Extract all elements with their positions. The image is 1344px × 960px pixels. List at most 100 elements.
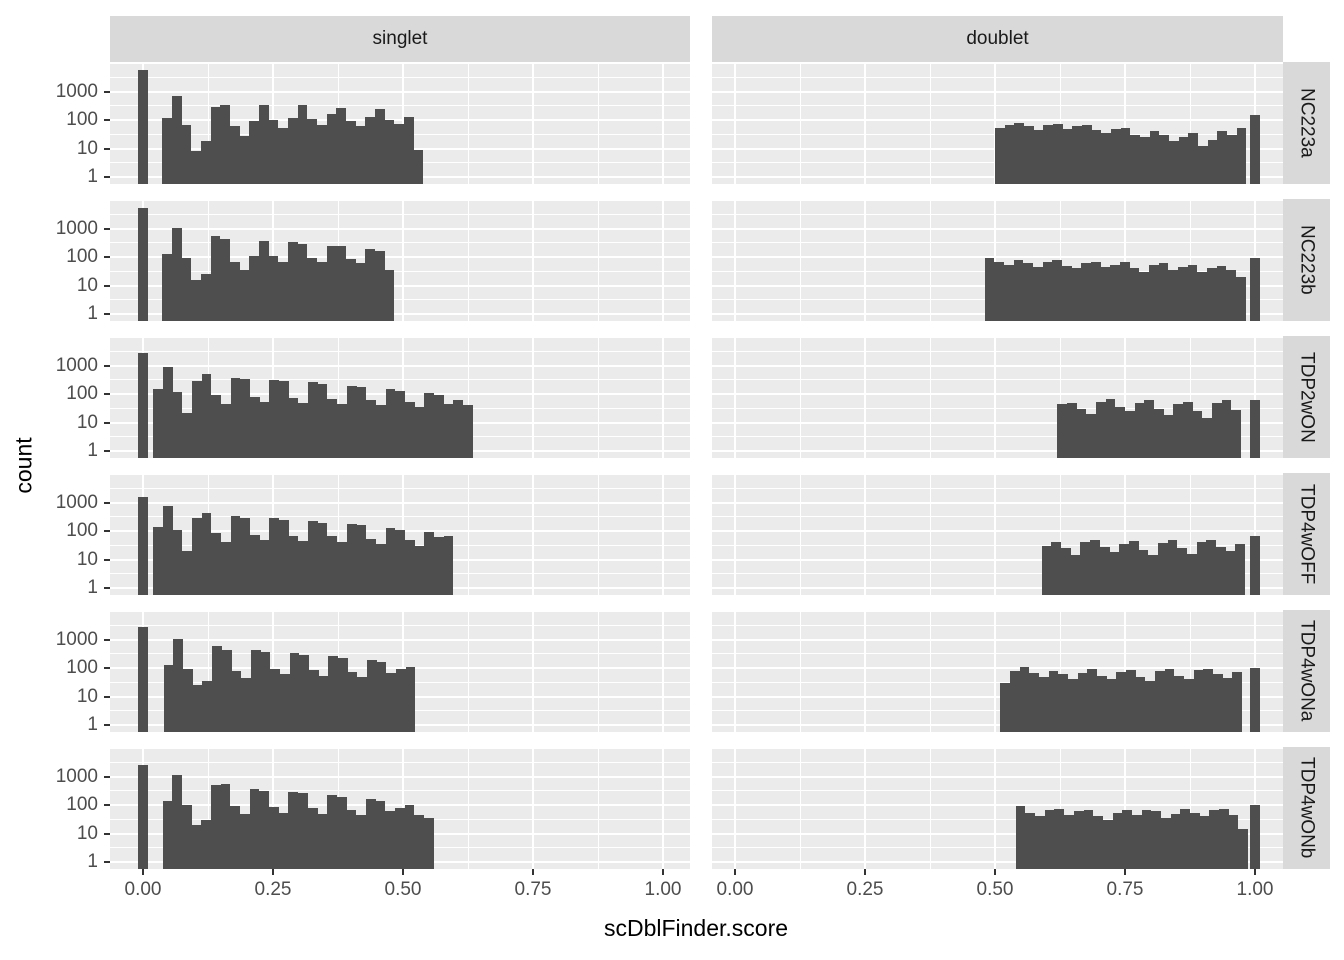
histogram-bar <box>395 669 406 732</box>
y-tick-mark <box>104 723 110 726</box>
histogram-bar <box>1091 130 1102 184</box>
x-axis-title: scDblFinder.score <box>603 915 789 941</box>
y-tick-label: 1000 <box>55 354 98 376</box>
x-gridline-major <box>994 336 996 458</box>
y-gridline-major <box>110 312 690 315</box>
histogram-bar <box>1193 670 1204 732</box>
y-gridline-minor <box>712 790 1283 792</box>
histogram-bar <box>357 676 367 732</box>
histogram-bar <box>1043 124 1054 184</box>
y-tick-label: 100 <box>66 246 98 268</box>
panel-NC223b-singlet <box>110 199 690 321</box>
histogram-bar <box>221 542 231 595</box>
histogram-bar <box>1100 267 1111 321</box>
histogram-bar <box>1086 413 1097 458</box>
histogram-bar <box>172 774 183 869</box>
facet-strip-label: TDP4wONb <box>1296 757 1318 859</box>
histogram-bar <box>424 392 434 458</box>
panel-TDP4wOFF-singlet <box>110 473 690 595</box>
x-tick-label: 0.50 <box>976 879 1014 900</box>
x-gridline-minor <box>337 336 339 458</box>
facet-strip-row-nc223b: NC223b <box>1283 199 1330 321</box>
histogram-bar <box>1207 139 1218 184</box>
y-gridline-minor <box>110 77 690 79</box>
y-gridline-major <box>712 586 1283 589</box>
x-tick-label: 0.00 <box>124 879 162 900</box>
histogram-bar <box>414 815 424 869</box>
x-tick-mark <box>864 869 866 875</box>
y-gridline-minor <box>110 488 690 490</box>
histogram-bar <box>1227 134 1237 184</box>
y-tick-label: 10 <box>76 411 98 433</box>
y-gridline-major <box>712 610 1283 613</box>
histogram-bar <box>1109 552 1120 595</box>
x-gridline-major <box>532 62 534 184</box>
histogram-bar <box>138 207 148 321</box>
histogram-bar <box>346 259 356 321</box>
histogram-bar <box>138 765 148 869</box>
x-gridline-major <box>864 747 866 869</box>
y-gridline-minor <box>712 847 1283 849</box>
y-gridline-major <box>712 90 1283 93</box>
histogram-bar <box>221 649 232 732</box>
histogram-bar <box>404 539 415 595</box>
y-gridline-major <box>712 667 1283 670</box>
histogram-bar <box>1004 124 1015 184</box>
y-tick-mark <box>104 364 110 367</box>
panel-NC223a-doublet <box>712 62 1283 184</box>
histogram-bar <box>1168 270 1179 321</box>
y-gridline-minor <box>712 573 1283 575</box>
x-tick-label: 0.50 <box>384 879 422 900</box>
histogram-bar <box>1041 545 1052 595</box>
histogram-bar <box>192 518 202 595</box>
histogram-bar <box>1157 543 1168 595</box>
histogram-bar <box>1238 828 1248 869</box>
x-tick-label: 0.75 <box>514 879 552 900</box>
y-axis-title: count <box>10 437 37 494</box>
y-gridline-minor <box>712 214 1283 216</box>
histogram-bar <box>307 807 318 869</box>
y-gridline-major <box>110 62 690 65</box>
histogram-bar <box>1096 675 1107 732</box>
histogram-bar <box>278 261 288 321</box>
histogram-bar <box>1170 813 1181 869</box>
histogram-bar <box>1164 669 1175 732</box>
histogram-bar <box>241 678 251 732</box>
histogram-bar <box>424 532 434 595</box>
y-tick-mark <box>104 90 110 93</box>
histogram-bar <box>336 107 346 184</box>
y-tick-label: 1000 <box>55 628 98 650</box>
x-tick-mark <box>994 869 996 875</box>
y-gridline-minor <box>712 625 1283 627</box>
y-tick-mark <box>104 775 110 778</box>
histogram-bar <box>172 391 183 458</box>
histogram-bar <box>221 404 231 458</box>
histogram-bar <box>288 791 299 869</box>
histogram-bar <box>1186 553 1197 595</box>
histogram-bar <box>270 669 280 732</box>
histogram-bar <box>1125 411 1135 458</box>
histogram-bar <box>1183 401 1193 458</box>
y-gridline-minor <box>712 544 1283 546</box>
x-gridline-minor <box>929 610 931 732</box>
histogram-bar <box>1053 123 1063 184</box>
histogram-bar <box>1125 670 1136 732</box>
histogram-bar <box>230 516 241 595</box>
histogram-bar <box>1024 126 1034 184</box>
histogram-bar <box>1082 124 1092 184</box>
x-gridline-minor <box>597 336 599 458</box>
x-gridline-major <box>1124 336 1126 458</box>
y-tick-label: 1 <box>87 713 98 735</box>
facet-strip-singlet: singlet <box>110 16 690 62</box>
y-gridline-minor <box>110 516 690 518</box>
histogram-bar <box>1148 555 1158 595</box>
y-tick-label: 10 <box>76 822 98 844</box>
histogram-bar <box>1206 539 1216 595</box>
histogram-bar <box>1070 554 1081 595</box>
y-gridline-major <box>110 256 690 259</box>
x-tick-label: 0.00 <box>716 879 754 900</box>
histogram-bar <box>375 801 386 869</box>
histogram-bar <box>200 274 211 321</box>
histogram-bar <box>316 125 327 184</box>
y-gridline-major <box>712 119 1283 122</box>
